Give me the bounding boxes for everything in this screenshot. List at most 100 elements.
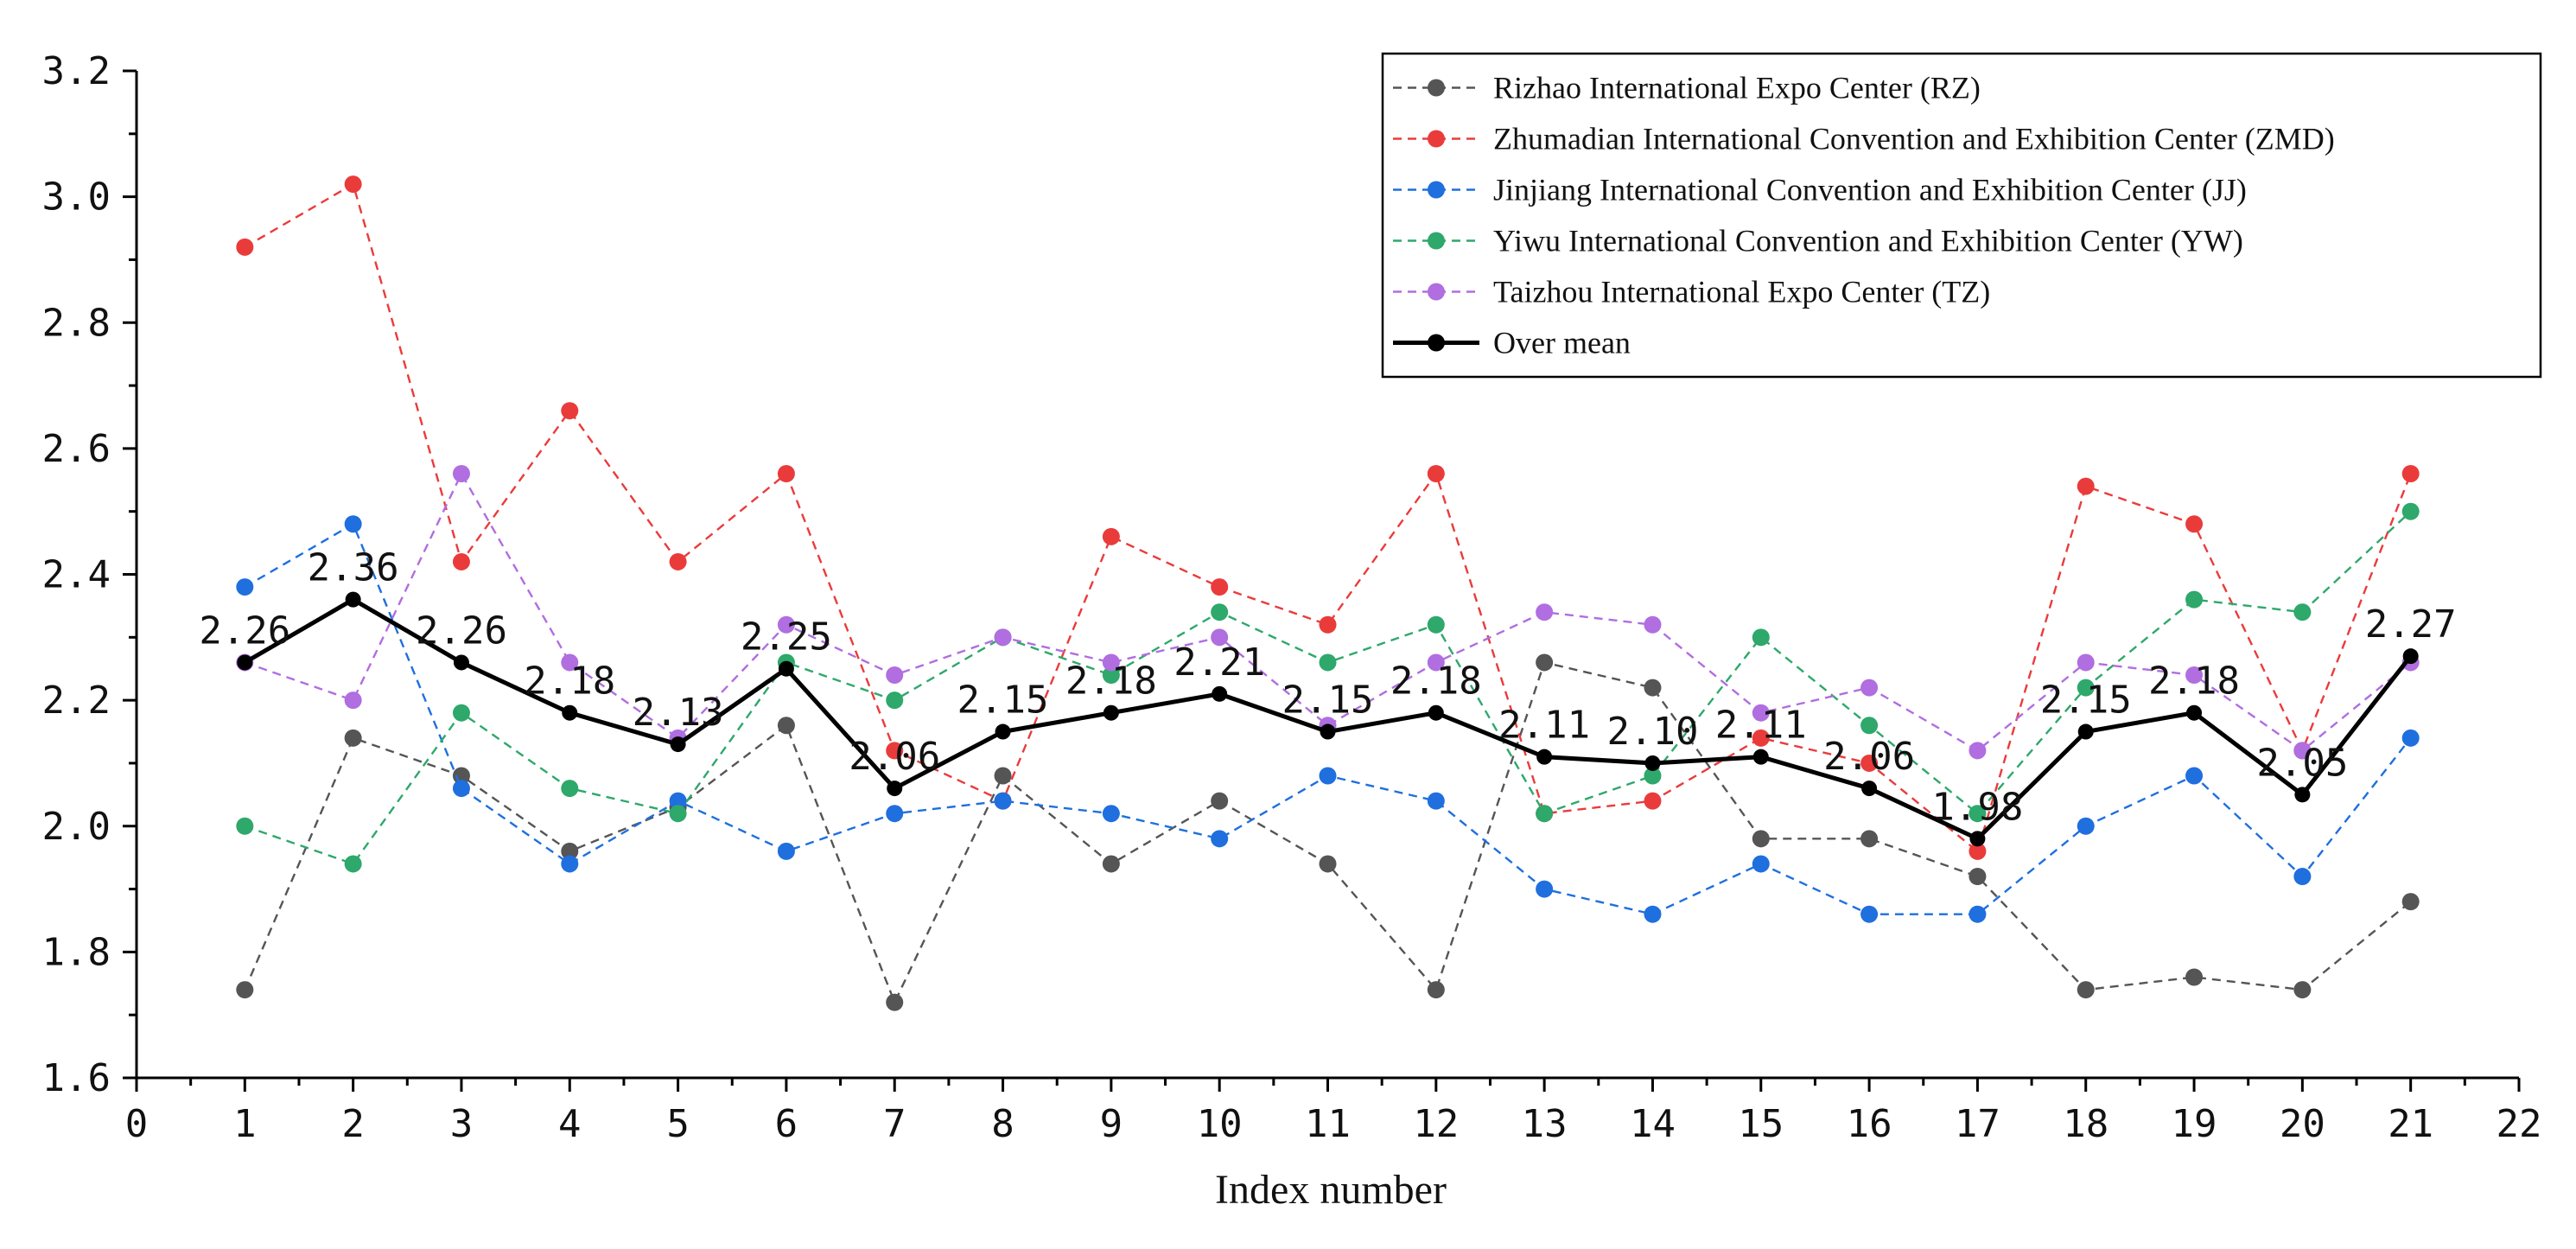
x-tick-label: 8 bbox=[991, 1102, 1014, 1146]
data-point bbox=[777, 717, 795, 735]
data-point bbox=[2077, 679, 2095, 697]
data-label: 2.06 bbox=[849, 735, 940, 779]
x-tick-label: 17 bbox=[1955, 1102, 2000, 1146]
data-point bbox=[1536, 603, 1554, 621]
data-point bbox=[1752, 830, 1770, 848]
data-point bbox=[886, 993, 904, 1011]
data-label: 2.21 bbox=[1174, 640, 1265, 685]
series-layer bbox=[236, 175, 2420, 1011]
data-point bbox=[236, 578, 254, 596]
x-tick-label: 16 bbox=[1847, 1102, 1892, 1146]
data-point bbox=[1427, 792, 1445, 810]
data-point bbox=[886, 691, 904, 710]
data-point bbox=[1320, 723, 1336, 740]
data-point bbox=[1427, 615, 1445, 634]
data-label: 2.36 bbox=[308, 546, 399, 590]
data-point bbox=[1211, 603, 1229, 621]
data-point bbox=[2077, 981, 2095, 999]
data-point bbox=[1211, 628, 1229, 647]
data-point bbox=[778, 660, 794, 677]
data-point bbox=[669, 805, 687, 823]
data-point bbox=[777, 842, 795, 860]
data-point bbox=[1211, 792, 1229, 810]
y-tick-label: 2.2 bbox=[42, 679, 111, 723]
y-tick-label: 1.8 bbox=[42, 930, 111, 974]
legend-entry: Rizhao International Expo Center (RZ) bbox=[1493, 71, 1981, 105]
data-point bbox=[669, 552, 687, 570]
data-point bbox=[777, 615, 795, 634]
y-tick-label: 2.6 bbox=[42, 427, 111, 471]
data-point bbox=[1427, 981, 1445, 999]
data-point bbox=[344, 855, 362, 873]
data-label: 2.15 bbox=[1282, 679, 1374, 723]
data-point bbox=[669, 792, 687, 810]
data-point bbox=[2293, 742, 2312, 760]
data-point bbox=[561, 780, 579, 798]
x-tick-label: 2 bbox=[341, 1102, 365, 1146]
x-tick-label: 4 bbox=[558, 1102, 582, 1146]
x-tick-label: 5 bbox=[666, 1102, 690, 1146]
data-point bbox=[1644, 755, 1661, 771]
data-point bbox=[2401, 465, 2420, 482]
series-1 bbox=[236, 175, 2420, 860]
data-point bbox=[344, 515, 362, 533]
x-tick-label: 9 bbox=[1100, 1102, 1123, 1146]
data-point bbox=[2293, 603, 2312, 621]
legend-entry: Jinjiang International Convention and Ex… bbox=[1493, 173, 2247, 207]
x-tick-label: 20 bbox=[2280, 1102, 2325, 1146]
y-tick-label: 3.0 bbox=[42, 175, 111, 220]
data-point bbox=[1319, 615, 1337, 634]
data-point bbox=[1752, 729, 1770, 747]
data-label: 2.15 bbox=[957, 679, 1049, 723]
data-point bbox=[994, 792, 1012, 810]
data-point bbox=[1427, 465, 1445, 482]
data-point bbox=[1536, 749, 1553, 765]
data-point bbox=[345, 591, 361, 608]
data-point bbox=[1644, 615, 1662, 634]
data-point bbox=[887, 781, 903, 797]
series-0 bbox=[236, 653, 2420, 1011]
data-point bbox=[1644, 792, 1662, 810]
data-point bbox=[1212, 685, 1228, 702]
data-label: 2.11 bbox=[1498, 704, 1590, 748]
data-point bbox=[2077, 653, 2095, 672]
x-tick-label: 22 bbox=[2496, 1102, 2542, 1146]
data-labels-layer: 2.26 2.36 2.26 2.18 2.13 2.25 2.06 2.15 2.18 2.21… bbox=[199, 546, 2456, 830]
data-point bbox=[1752, 749, 1769, 765]
x-tick-label: 18 bbox=[2063, 1102, 2109, 1146]
data-point bbox=[1969, 905, 1987, 923]
y-tick-label: 2.8 bbox=[42, 301, 111, 345]
data-point bbox=[886, 666, 904, 684]
data-point bbox=[2077, 477, 2095, 495]
data-point bbox=[1102, 527, 1120, 545]
data-point bbox=[1102, 666, 1120, 684]
y-tick-label: 1.6 bbox=[42, 1056, 111, 1100]
data-point bbox=[2401, 502, 2420, 520]
legend-swatch-marker bbox=[1428, 283, 1445, 301]
data-point bbox=[236, 238, 254, 256]
x-tick-label: 3 bbox=[450, 1102, 474, 1146]
data-point bbox=[1211, 830, 1229, 848]
data-point bbox=[452, 704, 470, 722]
data-point bbox=[453, 654, 469, 671]
data-point bbox=[1861, 781, 1878, 797]
data-point bbox=[994, 767, 1012, 785]
data-point bbox=[2402, 648, 2419, 665]
data-point bbox=[1969, 868, 1987, 885]
data-point bbox=[1536, 880, 1554, 898]
data-point bbox=[1644, 767, 1662, 785]
data-point bbox=[1102, 805, 1120, 823]
legend-entry: Zhumadian International Convention and E… bbox=[1493, 122, 2335, 156]
x-tick-label: 11 bbox=[1305, 1102, 1351, 1146]
series-line bbox=[244, 182, 2412, 853]
data-point bbox=[1860, 830, 1879, 848]
data-label: 2.25 bbox=[741, 615, 832, 660]
data-point bbox=[1969, 805, 1987, 823]
legend-swatch-marker bbox=[1428, 181, 1445, 199]
data-point bbox=[1102, 855, 1120, 873]
x-tick-label: 21 bbox=[2388, 1102, 2433, 1146]
data-point bbox=[561, 402, 579, 420]
x-tick-label: 0 bbox=[125, 1102, 149, 1146]
